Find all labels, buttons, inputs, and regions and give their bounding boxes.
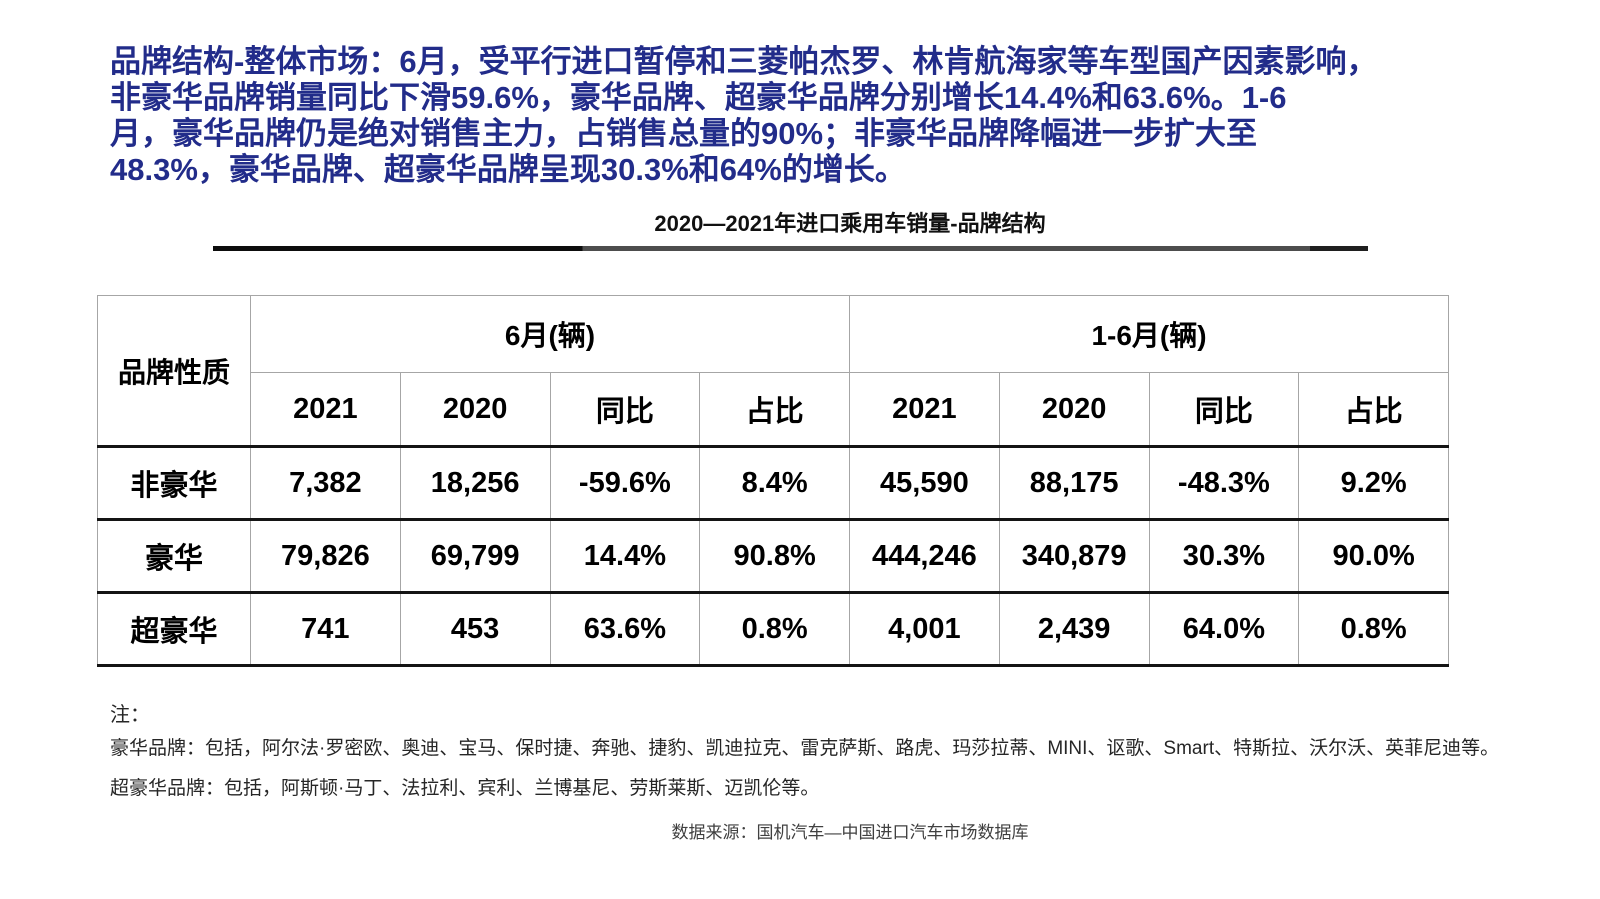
table-cell: 2,439 <box>998 592 1150 667</box>
table-header-group-row: 品牌性质 6月(辆) 1-6月(辆) <box>97 295 1449 448</box>
sub-header-ytd-2020: 2020 <box>998 372 1150 448</box>
sub-header-june-2021: 2021 <box>250 372 401 448</box>
table-cell: 64.0% <box>1148 592 1300 667</box>
table-cell: 444,246 <box>849 519 1000 594</box>
table-body: 非豪华 7,382 18,256 -59.6% 8.4% 45,590 88,1… <box>97 446 1449 667</box>
note-luxury-brands: 豪华品牌：包括，阿尔法·罗密欧、奥迪、宝马、保时捷、奔驰、捷豹、凯迪拉克、雷克萨… <box>110 738 1500 759</box>
sales-table: 品牌性质 6月(辆) 1-6月(辆) 2021 2020 同比 占比 2021 … <box>97 295 1449 667</box>
group-header-jan-june: 1-6月(辆) <box>849 295 1449 373</box>
table-cell: 69,799 <box>399 519 551 594</box>
corner-header-brand-type: 品牌性质 <box>97 295 251 448</box>
table-title: 2020—2021年进口乘用车销量-品牌结构 <box>654 211 1046 236</box>
table-cell: 14.4% <box>549 519 701 594</box>
sub-header-ytd-2021: 2021 <box>849 372 1000 448</box>
table-cell: 18,256 <box>399 446 551 521</box>
table-header-sub-row: 2021 2020 同比 占比 2021 2020 同比 占比 <box>98 372 1449 448</box>
title-divider-line <box>213 246 1368 251</box>
table-cell: 0.8% <box>1298 592 1449 667</box>
data-source: 数据来源：国机汽车—中国进口汽车市场数据库 <box>671 823 1029 842</box>
sub-header-june-share: 占比 <box>699 372 850 448</box>
table-cell: 88,175 <box>998 446 1150 521</box>
table-cell: 7,382 <box>250 446 401 521</box>
table-cell: 4,001 <box>849 592 1000 667</box>
row-label-luxury: 豪华 <box>97 519 251 594</box>
table-cell: 0.8% <box>699 592 850 667</box>
row-label-non-luxury: 非豪华 <box>97 446 251 521</box>
table-cell: 45,590 <box>849 446 1000 521</box>
sub-header-ytd-yoy: 同比 <box>1148 372 1300 448</box>
table-cell: 8.4% <box>699 446 850 521</box>
table-row-non-luxury: 非豪华 7,382 18,256 -59.6% 8.4% 45,590 88,1… <box>97 446 1449 521</box>
sub-header-june-2020: 2020 <box>399 372 551 448</box>
note-super-luxury-brands: 超豪华品牌：包括，阿斯顿·马丁、法拉利、宾利、兰博基尼、劳斯莱斯、迈凯伦等。 <box>110 778 820 799</box>
table-header: 品牌性质 6月(辆) 1-6月(辆) 2021 2020 同比 占比 2021 … <box>97 295 1449 448</box>
table-cell: 63.6% <box>549 592 701 667</box>
table-cell: -48.3% <box>1148 446 1300 521</box>
table-cell: 340,879 <box>998 519 1150 594</box>
sub-header-ytd-share: 占比 <box>1298 372 1449 448</box>
table-row-super-luxury: 超豪华 741 453 63.6% 0.8% 4,001 2,439 64.0%… <box>97 592 1449 667</box>
group-header-june: 6月(辆) <box>250 295 850 373</box>
table-cell: 90.8% <box>699 519 850 594</box>
notes-label: 注： <box>110 704 150 726</box>
table-cell: 9.2% <box>1298 446 1449 521</box>
table-cell: 453 <box>399 592 551 667</box>
row-label-super-luxury: 超豪华 <box>97 592 251 667</box>
headline: 品牌结构-整体市场：6月，受平行进口暂停和三菱帕杰罗、林肯航海家等车型国产因素影… <box>110 44 1378 187</box>
table-cell: 79,826 <box>250 519 401 594</box>
sub-header-june-yoy: 同比 <box>549 372 701 448</box>
table-cell: 90.0% <box>1298 519 1449 594</box>
table-cell: -59.6% <box>549 446 701 521</box>
table-row-luxury: 豪华 79,826 69,799 14.4% 90.8% 444,246 340… <box>97 519 1449 594</box>
table-cell: 741 <box>250 592 401 667</box>
table-cell: 30.3% <box>1148 519 1300 594</box>
